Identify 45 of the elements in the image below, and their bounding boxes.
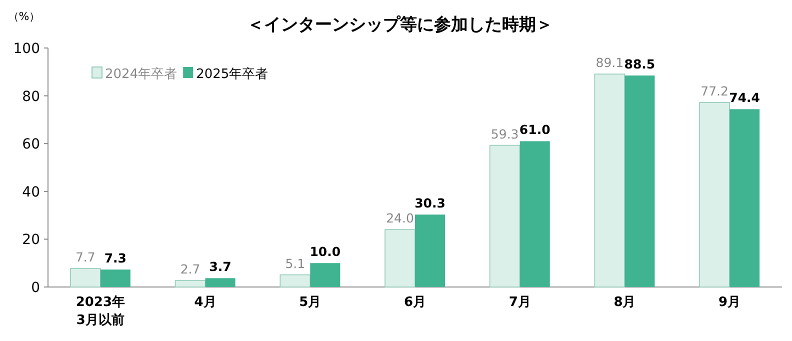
legend-label: 2024年卒者 [105,67,178,82]
y-axis-title: （%） [8,10,40,23]
data-label: 7.3 [104,250,127,266]
data-label: 10.0 [310,244,341,260]
bar [174,280,206,288]
x-tick-label: 5月 [299,295,322,310]
bar [730,109,760,287]
bar [415,214,445,287]
bar [489,144,520,288]
bar [280,274,311,288]
data-label: 77.2 [700,83,728,98]
y-tick-label: 80 [22,88,40,105]
bar [100,270,130,287]
y-tick-label: 100 [13,41,40,57]
x-tick-label: 4月 [194,295,216,310]
bar [70,268,101,288]
data-label: 30.3 [414,196,446,211]
data-label: 89.1 [596,55,624,70]
data-label: 7.7 [75,250,96,265]
y-tick-label: 40 [22,184,40,200]
x-tick-label: 8月 [614,295,636,310]
y-tick-label: 20 [22,232,40,248]
bar [594,74,626,288]
data-label: 24.0 [386,210,414,226]
bar [624,75,655,287]
x-tick-label: 6月 [404,295,426,310]
data-label: 2.7 [180,262,200,277]
bar [520,141,550,287]
legend-label: 2025年卒者 [196,67,268,82]
data-label: 5.1 [285,256,306,271]
chart-title: ＜インターンシップ等に参加した時期＞ [247,15,553,35]
data-label: 61.0 [519,122,551,138]
y-tick-label: 0 [31,280,40,296]
data-label: 74.4 [729,90,760,106]
data-label: 88.5 [624,56,656,72]
data-label: 3.7 [209,259,232,274]
y-tick-label: 60 [22,136,40,153]
bar [384,229,416,288]
x-tick-label: 7月 [508,295,531,310]
data-label: 59.3 [490,126,519,142]
bar [310,263,340,287]
x-tick-label: 2023年 3月以前 [76,295,126,328]
bar [205,278,236,287]
x-tick-label: 9月 [718,295,741,310]
bar [699,102,730,288]
